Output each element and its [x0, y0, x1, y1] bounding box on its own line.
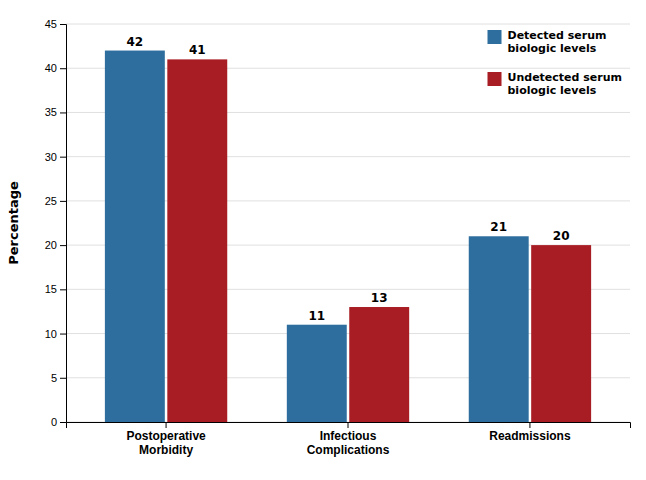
- tick: 25: [45, 195, 66, 207]
- tick: 40: [45, 62, 66, 74]
- bars: [105, 51, 591, 422]
- legend-label-line: biologic levels: [508, 84, 597, 97]
- tick-mark: [60, 422, 66, 423]
- tick-mark: [60, 157, 66, 158]
- tick: 5: [51, 372, 66, 384]
- bar: [349, 307, 409, 422]
- tick-mark: [60, 24, 66, 25]
- tick-label: 45: [45, 18, 57, 30]
- data-label: 20: [553, 229, 570, 243]
- legend: Detected serumbiologic levelsUndetected …: [488, 29, 623, 97]
- legend-swatch: [488, 72, 502, 86]
- tick-mark: [60, 245, 66, 246]
- tick-mark: [348, 422, 349, 428]
- tick-mark: [60, 201, 66, 202]
- tick: InfectiousComplications: [307, 422, 390, 457]
- bar: [105, 51, 165, 422]
- data-labels: 42 11 21 41 13 20: [126, 35, 569, 323]
- tick-label: Readmissions: [489, 429, 571, 443]
- bar: [531, 245, 591, 422]
- tick-label: 25: [45, 195, 57, 207]
- tick: 20: [45, 239, 66, 251]
- y-axis-label: Percentage: [6, 181, 21, 265]
- tick: PostoperativeMorbidity: [126, 422, 206, 457]
- tick: 0: [51, 416, 66, 428]
- tick-mark: [60, 68, 66, 69]
- tick-label-line: Morbidity: [139, 443, 193, 457]
- bar: [287, 325, 347, 422]
- tick-label-line: Infectious: [320, 429, 377, 443]
- tick-label: 10: [45, 328, 57, 340]
- tick: 30: [45, 151, 66, 163]
- tick: 15: [45, 283, 66, 295]
- tick-mark: [166, 422, 167, 428]
- chart: 42 11 21 41 13 20 0 5 10 15 20 25 30 35 40 45 Postoperat…: [0, 0, 646, 480]
- bar: [469, 236, 529, 422]
- tick-label: InfectiousComplications: [307, 429, 390, 457]
- data-label: 21: [490, 220, 507, 234]
- legend-item: Undetected serumbiologic levels: [488, 71, 623, 97]
- data-label: 41: [189, 43, 206, 57]
- tick-mark: [60, 334, 66, 335]
- legend-label: Detected serumbiologic levels: [508, 29, 607, 55]
- tick-label: 15: [45, 283, 57, 295]
- y-axis: 0 5 10 15 20 25 30 35 40 45: [45, 18, 67, 428]
- tick-label: 20: [45, 239, 57, 251]
- tick-label: 5: [51, 372, 57, 384]
- legend-label: Undetected serumbiologic levels: [508, 71, 623, 97]
- grid-line: [66, 24, 630, 25]
- data-label: 11: [308, 309, 325, 323]
- legend-item: Detected serumbiologic levels: [488, 29, 607, 55]
- tick: 45: [45, 18, 66, 30]
- tick-label: 30: [45, 151, 57, 163]
- axis-line: [67, 423, 631, 429]
- tick: 35: [45, 106, 66, 118]
- tick-mark: [60, 378, 66, 379]
- legend-label-line: Detected serum: [508, 29, 607, 42]
- data-label: 13: [371, 291, 388, 305]
- legend-label-line: Undetected serum: [508, 71, 623, 84]
- tick-mark: [60, 112, 66, 113]
- tick-mark: [529, 422, 530, 428]
- legend-label-line: biologic levels: [508, 42, 597, 55]
- tick-label-line: Postoperative: [126, 429, 206, 443]
- tick-mark: [60, 289, 66, 290]
- tick-label: 0: [51, 416, 57, 428]
- tick-label-line: Readmissions: [489, 429, 571, 443]
- x-axis: PostoperativeMorbidity InfectiousComplica…: [67, 422, 631, 457]
- tick-label: 35: [45, 106, 57, 118]
- tick-label-line: Complications: [307, 443, 390, 457]
- legend-swatch: [488, 30, 502, 44]
- axis-line: [60, 25, 67, 423]
- tick: Readmissions: [489, 422, 571, 443]
- tick-label: PostoperativeMorbidity: [126, 429, 206, 457]
- bar: [167, 59, 227, 422]
- tick-label: 40: [45, 62, 57, 74]
- grid: [66, 24, 630, 422]
- data-label: 42: [126, 35, 143, 49]
- tick: 10: [45, 328, 66, 340]
